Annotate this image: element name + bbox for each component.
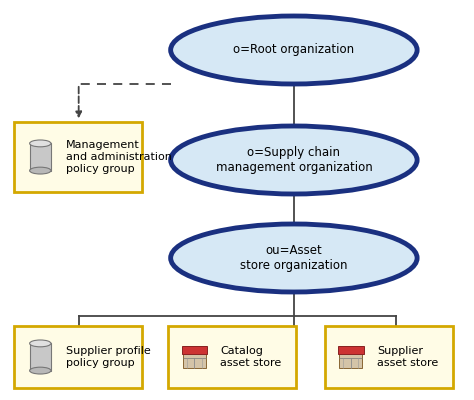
Bar — [29, 144, 51, 170]
Text: o=Root organization: o=Root organization — [233, 44, 355, 56]
Bar — [14, 326, 142, 388]
Bar — [183, 346, 206, 368]
Ellipse shape — [171, 224, 417, 292]
Text: Catalog
asset store: Catalog asset store — [220, 346, 282, 368]
Bar — [14, 122, 142, 192]
Ellipse shape — [29, 140, 51, 147]
Text: o=Supply chain
management organization: o=Supply chain management organization — [216, 146, 372, 174]
Bar — [339, 346, 362, 368]
Ellipse shape — [29, 340, 51, 347]
Bar — [29, 343, 51, 370]
Ellipse shape — [171, 16, 417, 84]
Text: Supplier
asset store: Supplier asset store — [377, 346, 438, 368]
Bar — [182, 346, 207, 354]
Ellipse shape — [29, 167, 51, 174]
Bar — [338, 346, 364, 354]
Text: ou=Asset
store organization: ou=Asset store organization — [240, 244, 347, 272]
Bar — [325, 326, 453, 388]
Bar — [168, 326, 296, 388]
Text: Management
and administration
policy group: Management and administration policy gro… — [66, 140, 172, 174]
Ellipse shape — [29, 367, 51, 374]
Ellipse shape — [171, 126, 417, 194]
Text: Supplier profile
policy group: Supplier profile policy group — [66, 346, 151, 368]
